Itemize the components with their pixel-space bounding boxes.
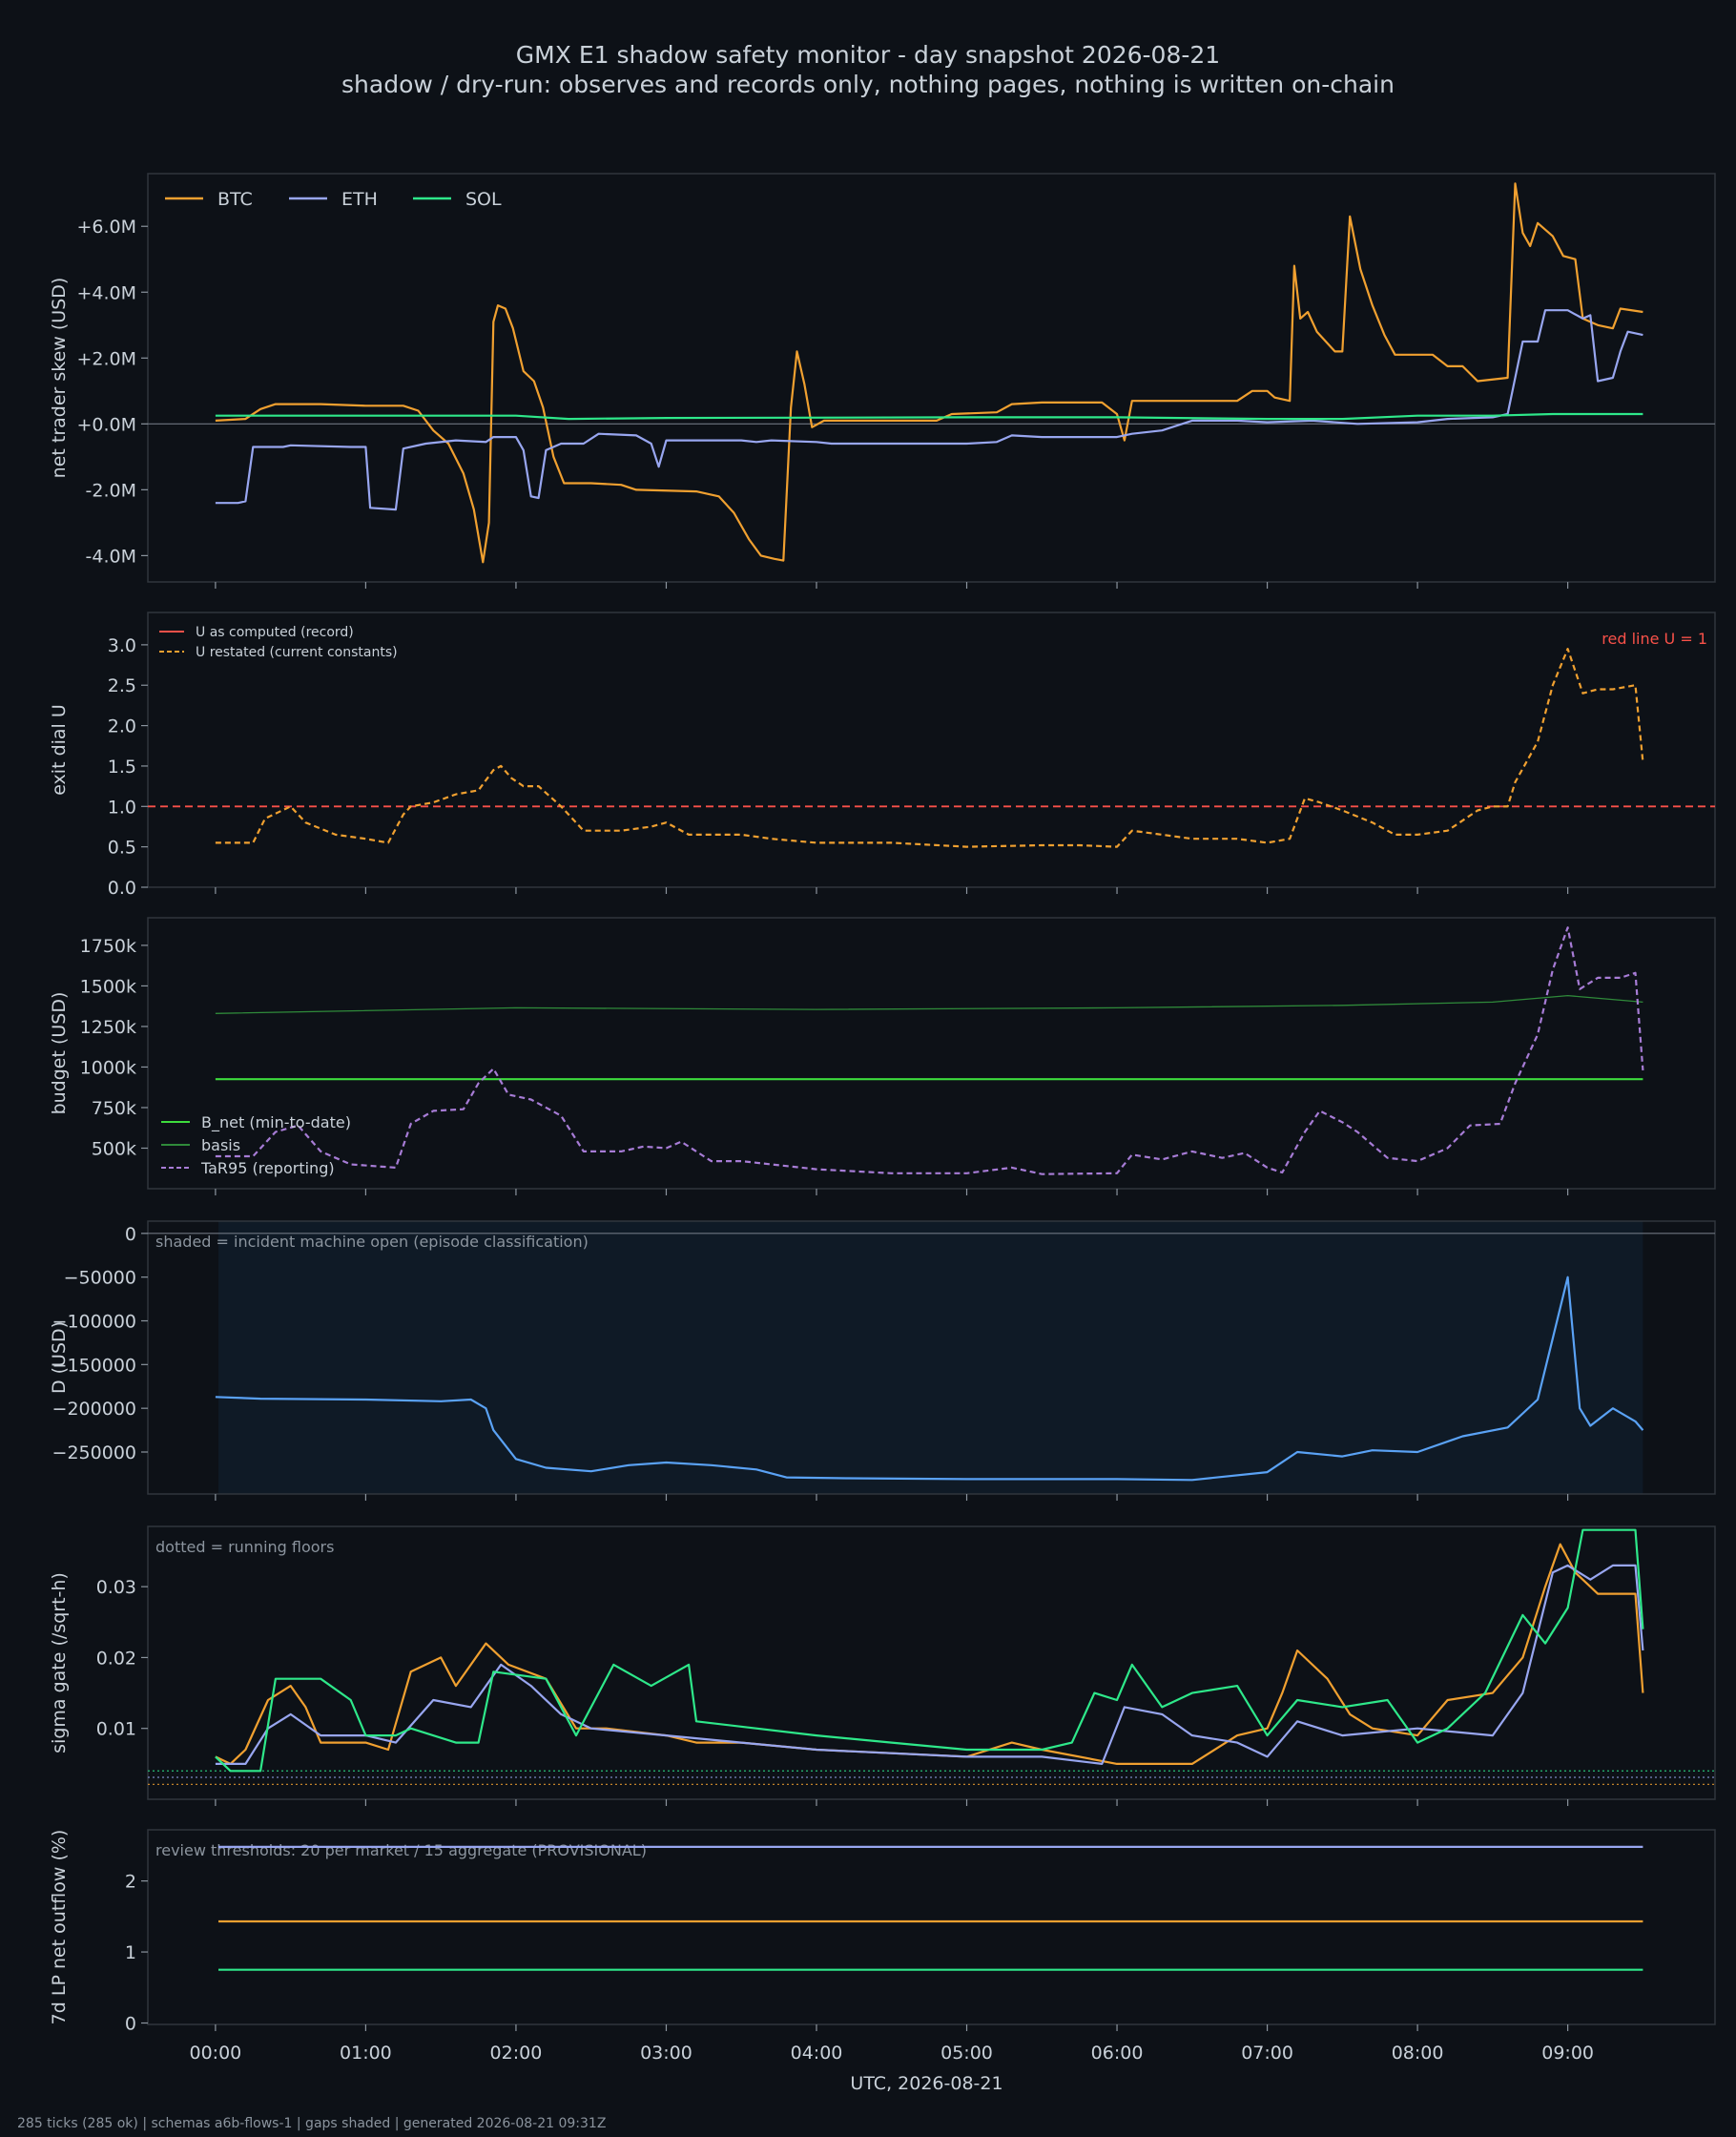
legend-label: U restated (current constants) xyxy=(196,645,398,660)
y-tick-label: 1.0 xyxy=(108,797,136,818)
y-tick-label: -4.0M xyxy=(86,546,136,567)
y-tick-label: −250000 xyxy=(52,1442,136,1463)
y-axis-label: sigma gate (/sqrt-h) xyxy=(49,1572,70,1753)
y-tick-label: 1750k xyxy=(80,936,136,957)
x-tick-label: 07:00 xyxy=(1241,2043,1293,2064)
x-tick-label: 02:00 xyxy=(490,2043,543,2064)
x-tick-label: 05:00 xyxy=(940,2043,993,2064)
series-line-eth xyxy=(215,309,1643,511)
y-tick-label: 0.03 xyxy=(96,1577,136,1598)
x-tick-label: 03:00 xyxy=(640,2043,692,2064)
panel-frame xyxy=(147,1829,1716,2025)
series-line-btc xyxy=(215,182,1643,564)
y-tick-label: 0 xyxy=(125,1224,136,1245)
x-tick-label: 01:00 xyxy=(340,2043,392,2064)
series-line-sol xyxy=(215,1528,1644,1773)
y-tick-label: 2.0 xyxy=(108,716,136,737)
red-line-label: red line U = 1 xyxy=(1602,630,1707,648)
legend-label: TaR95 (reporting) xyxy=(200,1159,335,1177)
legend-label: basis xyxy=(201,1136,240,1154)
y-tick-label: −100000 xyxy=(52,1312,136,1333)
series-line-basis xyxy=(215,994,1643,1014)
panel-note: shaded = incident machine open (episode … xyxy=(155,1233,589,1251)
panel-note: dotted = running floors xyxy=(155,1538,334,1556)
y-axis-label: exit dial U xyxy=(49,704,70,796)
x-tick-label: 00:00 xyxy=(190,2043,242,2064)
figure-subtitle: shadow / dry-run: observes and records o… xyxy=(341,71,1395,98)
panel-frame xyxy=(147,1220,1716,1495)
x-tick-label: 06:00 xyxy=(1091,2043,1144,2064)
y-tick-label: 0 xyxy=(125,2014,136,2035)
x-tick-label: 04:00 xyxy=(791,2043,843,2064)
y-tick-label: +6.0M xyxy=(76,217,136,238)
figure-title: GMX E1 shadow safety monitor - day snaps… xyxy=(516,41,1220,69)
panel-skew: -4.0M -2.0M +0.0M +2.0M +4.0M +6.0M net trader… xyxy=(49,173,1716,589)
legend-label: B_net (min-to-date) xyxy=(201,1113,351,1132)
panel-d: 0 −50000 −100000 −150000 −200000 −250000 D (US… xyxy=(49,1220,1716,1501)
y-tick-label: 1.5 xyxy=(108,757,136,778)
y-tick-label: 1 xyxy=(125,1942,136,1963)
y-tick-label: 500k xyxy=(92,1138,136,1159)
y-tick-label: -2.0M xyxy=(86,480,136,501)
y-axis-label: net trader skew (USD) xyxy=(49,278,70,479)
y-tick-label: −150000 xyxy=(52,1355,136,1376)
x-tick-label: 08:00 xyxy=(1392,2043,1444,2064)
y-tick-label: −50000 xyxy=(64,1268,136,1289)
panel-sigma: 0.01 0.02 0.03 sigma gate (/sqrt-h) dotted =… xyxy=(49,1525,1716,1806)
series-line-u-restated-current-constants- xyxy=(215,648,1644,848)
legend-label: U as computed (record) xyxy=(196,625,354,640)
series-line-sol xyxy=(215,412,1643,421)
y-tick-label: 2.5 xyxy=(108,675,136,696)
series-line-tar95-reporting- xyxy=(215,926,1644,1175)
y-axis-label: budget (USD) xyxy=(49,992,70,1115)
y-tick-label: 3.0 xyxy=(108,635,136,656)
footer-status: 285 ticks (285 ok) | schemas a6b-flows-1… xyxy=(17,2116,606,2131)
y-tick-label: −200000 xyxy=(52,1399,136,1420)
y-tick-label: 1500k xyxy=(80,976,136,997)
series-line-eth xyxy=(215,1564,1644,1765)
legend-label: BTC xyxy=(217,189,253,210)
y-tick-label: 1250k xyxy=(80,1017,136,1038)
y-tick-label: +2.0M xyxy=(76,348,136,369)
y-tick-label: +4.0M xyxy=(76,282,136,303)
y-tick-label: 0.0 xyxy=(108,878,136,899)
panel-note: review thresholds: 20 per market / 15 ag… xyxy=(155,1841,647,1859)
y-axis-label: D (USD) xyxy=(49,1321,70,1394)
panel-budget: 500k 750k 1000k 1250k 1500k 1750k budget (USD)… xyxy=(49,917,1716,1195)
legend-label: ETH xyxy=(341,189,378,210)
y-tick-label: 0.5 xyxy=(108,838,136,859)
y-tick-label: 750k xyxy=(92,1098,136,1119)
panel-frame xyxy=(147,917,1716,1190)
y-axis-label: 7d LP net outflow (%) xyxy=(49,1830,70,2025)
y-tick-label: 2 xyxy=(125,1872,136,1893)
y-tick-label: +0.0M xyxy=(76,414,136,435)
x-tick-label: 09:00 xyxy=(1541,2043,1594,2064)
legend-label: SOL xyxy=(465,189,502,210)
series-line-d xyxy=(215,1276,1644,1482)
panel-frame xyxy=(147,612,1716,888)
x-axis-label: UTC, 2026-08-21 xyxy=(850,2073,1002,2094)
y-tick-label: 0.02 xyxy=(96,1648,136,1669)
panel-lp_outflow: 0 1 2 7d LP net outflow (%) review threshold… xyxy=(49,1829,1716,2094)
panel-frame xyxy=(147,1525,1716,1800)
incident-shade xyxy=(218,1221,1643,1494)
panel-exit_dial: 0.0 0.5 1.0 1.5 2.0 2.5 3.0 exit dial U red line… xyxy=(49,612,1716,899)
y-tick-label: 1000k xyxy=(80,1057,136,1078)
panel-frame xyxy=(147,173,1716,583)
y-tick-label: 0.01 xyxy=(96,1719,136,1740)
